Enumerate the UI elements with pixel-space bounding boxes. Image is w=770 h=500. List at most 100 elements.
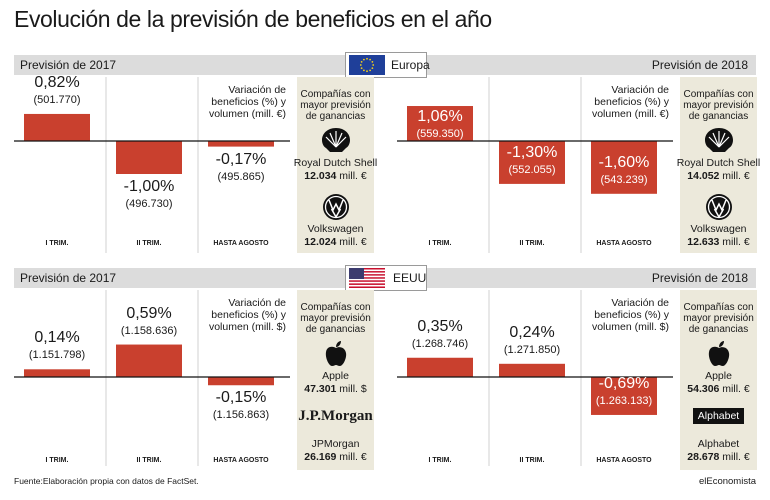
company-amount: 54.306 mill. € — [687, 383, 750, 395]
bar-3 — [591, 377, 657, 415]
category-label: I TRIM. — [45, 240, 69, 247]
value-label: 0,59% — [126, 304, 172, 322]
shell-logo-icon — [297, 127, 374, 153]
chart-note: Variación de beneficios (%) y volumen (m… — [208, 297, 286, 333]
category-label: I TRIM. — [428, 457, 452, 464]
alphabet-logo-icon: Alphabet — [680, 408, 757, 424]
chart-note: Variación de beneficios (%) y volumen (m… — [208, 84, 286, 120]
value-label: -1,60% — [598, 153, 650, 171]
volume-label: (559.350) — [416, 128, 464, 141]
year-label-right: Previsión de 2018 — [651, 271, 748, 285]
value-label: 0,82% — [34, 73, 80, 91]
companies-panel: Compañías con mayor previsión de gananci… — [677, 77, 760, 253]
year-label-left: Previsión de 2017 — [20, 271, 117, 285]
bar-3 — [208, 141, 274, 147]
company-name: JPMorgan — [311, 438, 360, 450]
value-label: -0,15% — [215, 389, 267, 407]
category-label: I TRIM. — [428, 240, 452, 247]
bar-chart — [14, 77, 290, 253]
bar-chart — [397, 290, 673, 466]
company-name: Volkswagen — [307, 223, 364, 235]
companies-title: Compañías con mayor previsión de gananci… — [683, 89, 754, 122]
companies-title: Compañías con mayor previsión de gananci… — [300, 89, 371, 122]
bar-3 — [591, 141, 657, 194]
chart-panel-eeuu-2018: 0,35% (1.268.746) I TRIM. 0,24% (1.271.850) I… — [397, 290, 673, 470]
apple-logo-icon — [680, 340, 757, 368]
volkswagen-logo-icon — [297, 193, 374, 221]
company-amount: 26.169 mill. € — [304, 451, 367, 463]
companies-panel: Compañías con mayor previsión de gananci… — [294, 77, 377, 253]
page-title: Evolución de la previsión de beneficios … — [14, 6, 492, 32]
value-label: -1,00% — [123, 178, 175, 195]
chart-note: Variación de beneficios (%) y volumen (m… — [591, 84, 669, 120]
value-label: -0,69% — [598, 374, 650, 392]
company-amount: 12.024 mill. € — [304, 236, 367, 248]
category-label: HASTA AGOSTO — [596, 457, 652, 464]
category-label: HASTA AGOSTO — [213, 457, 269, 464]
volume-label: (552.055) — [508, 163, 556, 176]
bar-2 — [499, 363, 565, 377]
company-name: Volkswagen — [690, 223, 747, 235]
company-amount: 12.633 mill. € — [687, 236, 750, 248]
volume-label: (496.730) — [125, 198, 173, 210]
value-label: 0,35% — [417, 317, 463, 335]
bar-1 — [24, 369, 90, 377]
volume-label: (543.239) — [600, 173, 648, 186]
bar-chart — [397, 77, 673, 253]
companies-panel: Compañías con mayor previsión de gananci… — [297, 290, 374, 470]
companies-title: Compañías con mayor previsión de gananci… — [300, 302, 371, 335]
bar-3 — [208, 377, 274, 386]
company-name: Alphabet — [697, 438, 740, 450]
volume-label: (501.770) — [33, 93, 81, 106]
company-amount: 28.678 mill. € — [687, 451, 750, 463]
bar-chart — [14, 290, 290, 466]
bar-2 — [116, 344, 182, 377]
volkswagen-logo-icon — [680, 193, 757, 221]
year-label-left: Previsión de 2017 — [20, 58, 117, 72]
bar-2 — [116, 141, 182, 174]
chart-note: Variación de beneficios (%) y volumen (m… — [591, 297, 669, 333]
company-name: Apple — [705, 370, 732, 382]
company-name: Royal Dutch Shell — [293, 157, 378, 169]
company-amount: 14.052 mill. € — [687, 170, 750, 182]
category-label: HASTA AGOSTO — [596, 240, 652, 247]
value-label: -0,17% — [215, 150, 267, 168]
brand-label: elEconomista — [698, 476, 756, 487]
us-flag-icon — [349, 268, 385, 289]
source-note: Fuente:Elaboración propia con datos de F… — [14, 476, 199, 486]
category-label: II TRIM. — [136, 457, 162, 464]
volume-label: (1.263.133) — [595, 394, 653, 407]
volume-label: (1.271.850) — [503, 343, 561, 356]
volume-label: (495.865) — [217, 170, 265, 183]
category-label: II TRIM. — [519, 457, 545, 464]
bar-1 — [407, 357, 473, 377]
chart-panel-eeuu-2017: 0,14% (1.151.798) I TRIM. 0,59% (1.158.636) I… — [14, 290, 290, 470]
value-label: 1,06% — [417, 108, 463, 126]
year-label-right: Previsión de 2018 — [651, 58, 748, 72]
category-label: II TRIM. — [519, 240, 545, 247]
bar-2 — [499, 141, 565, 184]
region-name-europa: Europa — [391, 58, 430, 72]
shell-logo-icon — [680, 127, 757, 153]
volume-label: (1.158.636) — [120, 324, 178, 337]
eu-flag-icon — [349, 55, 385, 75]
category-label: HASTA AGOSTO — [213, 240, 269, 247]
bar-1 — [407, 106, 473, 141]
category-label: II TRIM. — [136, 240, 162, 247]
company-amount: 47.301 mill. $ — [304, 383, 367, 395]
value-label: 0,24% — [509, 323, 555, 341]
region-name-eeuu: EEUU — [393, 271, 427, 285]
volume-label: (1.151.798) — [28, 349, 86, 362]
category-label: I TRIM. — [45, 457, 69, 464]
companies-panel: Compañías con mayor previsión de gananci… — [680, 290, 757, 470]
chart-panel-europa-2018: 1,06% (559.350) I TRIM. -1,30% (552.055) II T… — [397, 77, 673, 257]
company-amount: 12.034 mill. € — [304, 170, 367, 182]
apple-logo-icon — [297, 340, 374, 368]
jpmorgan-logo-icon: J.P.Morgan — [298, 408, 373, 424]
companies-title: Compañías con mayor previsión de gananci… — [683, 302, 754, 335]
value-label: 0,14% — [34, 329, 80, 347]
company-name: Apple — [322, 370, 349, 382]
bar-1 — [24, 113, 90, 141]
chart-panel-europa-2017: 0,82% (501.770) I TRIM. -1,00% (496.730) II T… — [14, 74, 290, 257]
volume-label: (1.156.863) — [212, 409, 270, 422]
